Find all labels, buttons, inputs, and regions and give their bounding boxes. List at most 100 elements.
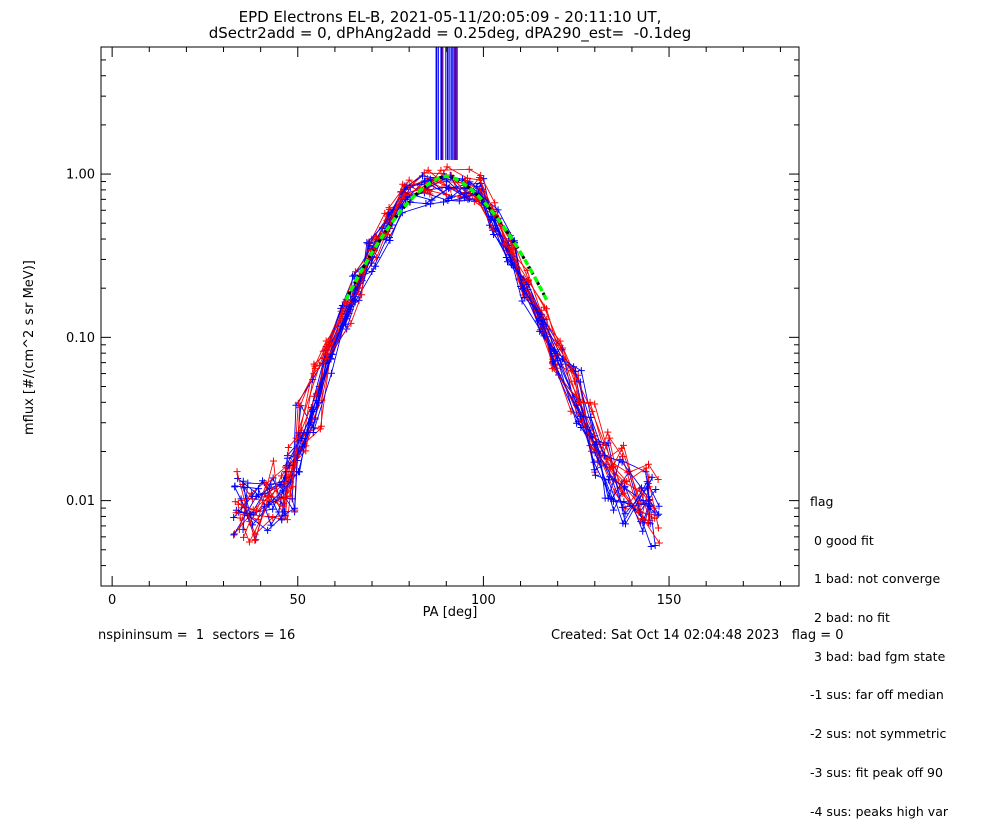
data-point xyxy=(317,422,325,430)
data-point xyxy=(355,288,363,296)
chart-title-line1: EPD Electrons EL-B, 2021-05-11/20:05:09 … xyxy=(238,8,662,26)
data-point xyxy=(518,297,526,305)
data-point xyxy=(618,503,626,511)
data-point xyxy=(520,293,528,301)
data-point xyxy=(364,240,372,248)
data-point xyxy=(604,476,612,484)
data-point xyxy=(235,526,243,534)
data-point xyxy=(351,268,359,276)
data-point xyxy=(284,443,292,451)
data-point xyxy=(365,239,373,247)
data-point xyxy=(442,191,450,199)
data-point xyxy=(608,495,616,503)
series-line xyxy=(243,182,651,526)
data-point xyxy=(487,216,495,224)
data-point xyxy=(426,200,434,208)
data-point xyxy=(445,184,453,192)
data-point xyxy=(289,483,297,491)
data-point xyxy=(351,298,359,306)
x-axis-label: PA [deg] xyxy=(422,605,478,620)
data-point xyxy=(655,510,663,518)
legend-item: -3 sus: fit peak off 90 xyxy=(810,764,943,780)
data-point xyxy=(262,480,270,488)
series-red-variant xyxy=(237,177,654,538)
data-point xyxy=(291,504,299,512)
data-point xyxy=(549,357,557,365)
flag-legend: flag 0 good fit 1 bad: not converge 2 ba… xyxy=(810,470,948,831)
data-point xyxy=(537,310,545,318)
data-point xyxy=(278,472,286,480)
data-point xyxy=(524,277,532,285)
data-point xyxy=(248,492,256,500)
data-point xyxy=(577,398,585,406)
data-point xyxy=(655,502,663,510)
data-point xyxy=(574,371,582,379)
data-point xyxy=(643,478,651,486)
data-point xyxy=(507,249,515,257)
data-point xyxy=(281,495,289,503)
data-point xyxy=(309,428,317,436)
data-point xyxy=(296,403,304,411)
data-point xyxy=(492,225,500,233)
data-point xyxy=(421,177,429,185)
data-point xyxy=(274,496,282,504)
data-point xyxy=(384,230,392,238)
data-point xyxy=(654,524,662,532)
y-axis-label: mflux [#/(cm^2 s sr MeV)] xyxy=(22,260,37,435)
data-point xyxy=(639,497,647,505)
data-point xyxy=(443,163,451,171)
data-point xyxy=(476,176,484,184)
data-point xyxy=(463,174,471,182)
data-point xyxy=(620,498,628,506)
legend-item: -2 sus: not symmetric xyxy=(810,726,947,742)
data-point xyxy=(385,234,393,242)
data-point xyxy=(639,527,647,535)
data-point xyxy=(244,479,252,487)
data-point xyxy=(269,505,277,513)
data-point xyxy=(230,514,238,522)
data-point xyxy=(654,475,662,483)
data-point xyxy=(309,406,317,414)
series-blue-variant xyxy=(240,179,654,529)
data-point xyxy=(347,319,355,327)
data-point xyxy=(606,473,614,481)
chart-title-line2: dSectr2add = 0, dPhAng2add = 0.25deg, dP… xyxy=(208,24,692,42)
data-point xyxy=(310,360,318,368)
data-point xyxy=(621,505,629,513)
series-line xyxy=(238,186,655,516)
series-line xyxy=(242,175,655,519)
data-point xyxy=(610,463,618,471)
x-tick-label: 100 xyxy=(471,593,496,608)
y-tick-label: 0.10 xyxy=(66,331,95,346)
data-point xyxy=(310,370,318,378)
data-point xyxy=(642,464,650,472)
legend-item: -1 sus: far off median xyxy=(810,687,944,703)
data-point xyxy=(419,172,427,180)
data-point xyxy=(623,478,631,486)
data-point xyxy=(647,543,655,551)
data-point xyxy=(652,485,660,493)
x-tick-label: 50 xyxy=(290,593,307,608)
data-point xyxy=(591,441,599,449)
data-point xyxy=(604,494,612,502)
data-point xyxy=(653,511,661,519)
data-point xyxy=(268,484,276,492)
series-blue-variant xyxy=(237,189,653,544)
data-point xyxy=(458,175,466,183)
data-point xyxy=(232,509,240,517)
data-point xyxy=(296,468,304,476)
series-red-variant xyxy=(240,187,663,547)
data-point xyxy=(254,485,262,493)
series-blue-variant xyxy=(232,172,654,524)
data-point xyxy=(577,412,585,420)
fit-curve-green xyxy=(344,174,549,301)
x-tick-label: 0 xyxy=(108,593,116,608)
data-point xyxy=(233,468,241,476)
x-tick-label: 150 xyxy=(657,593,682,608)
data-point xyxy=(315,361,323,369)
data-point xyxy=(286,492,294,500)
series-line xyxy=(238,172,651,530)
pitch-angle-plot: 0 50 100 150 0.01 0.10 1.00 xyxy=(66,46,800,608)
series-line xyxy=(234,175,656,546)
series-line xyxy=(240,192,650,542)
